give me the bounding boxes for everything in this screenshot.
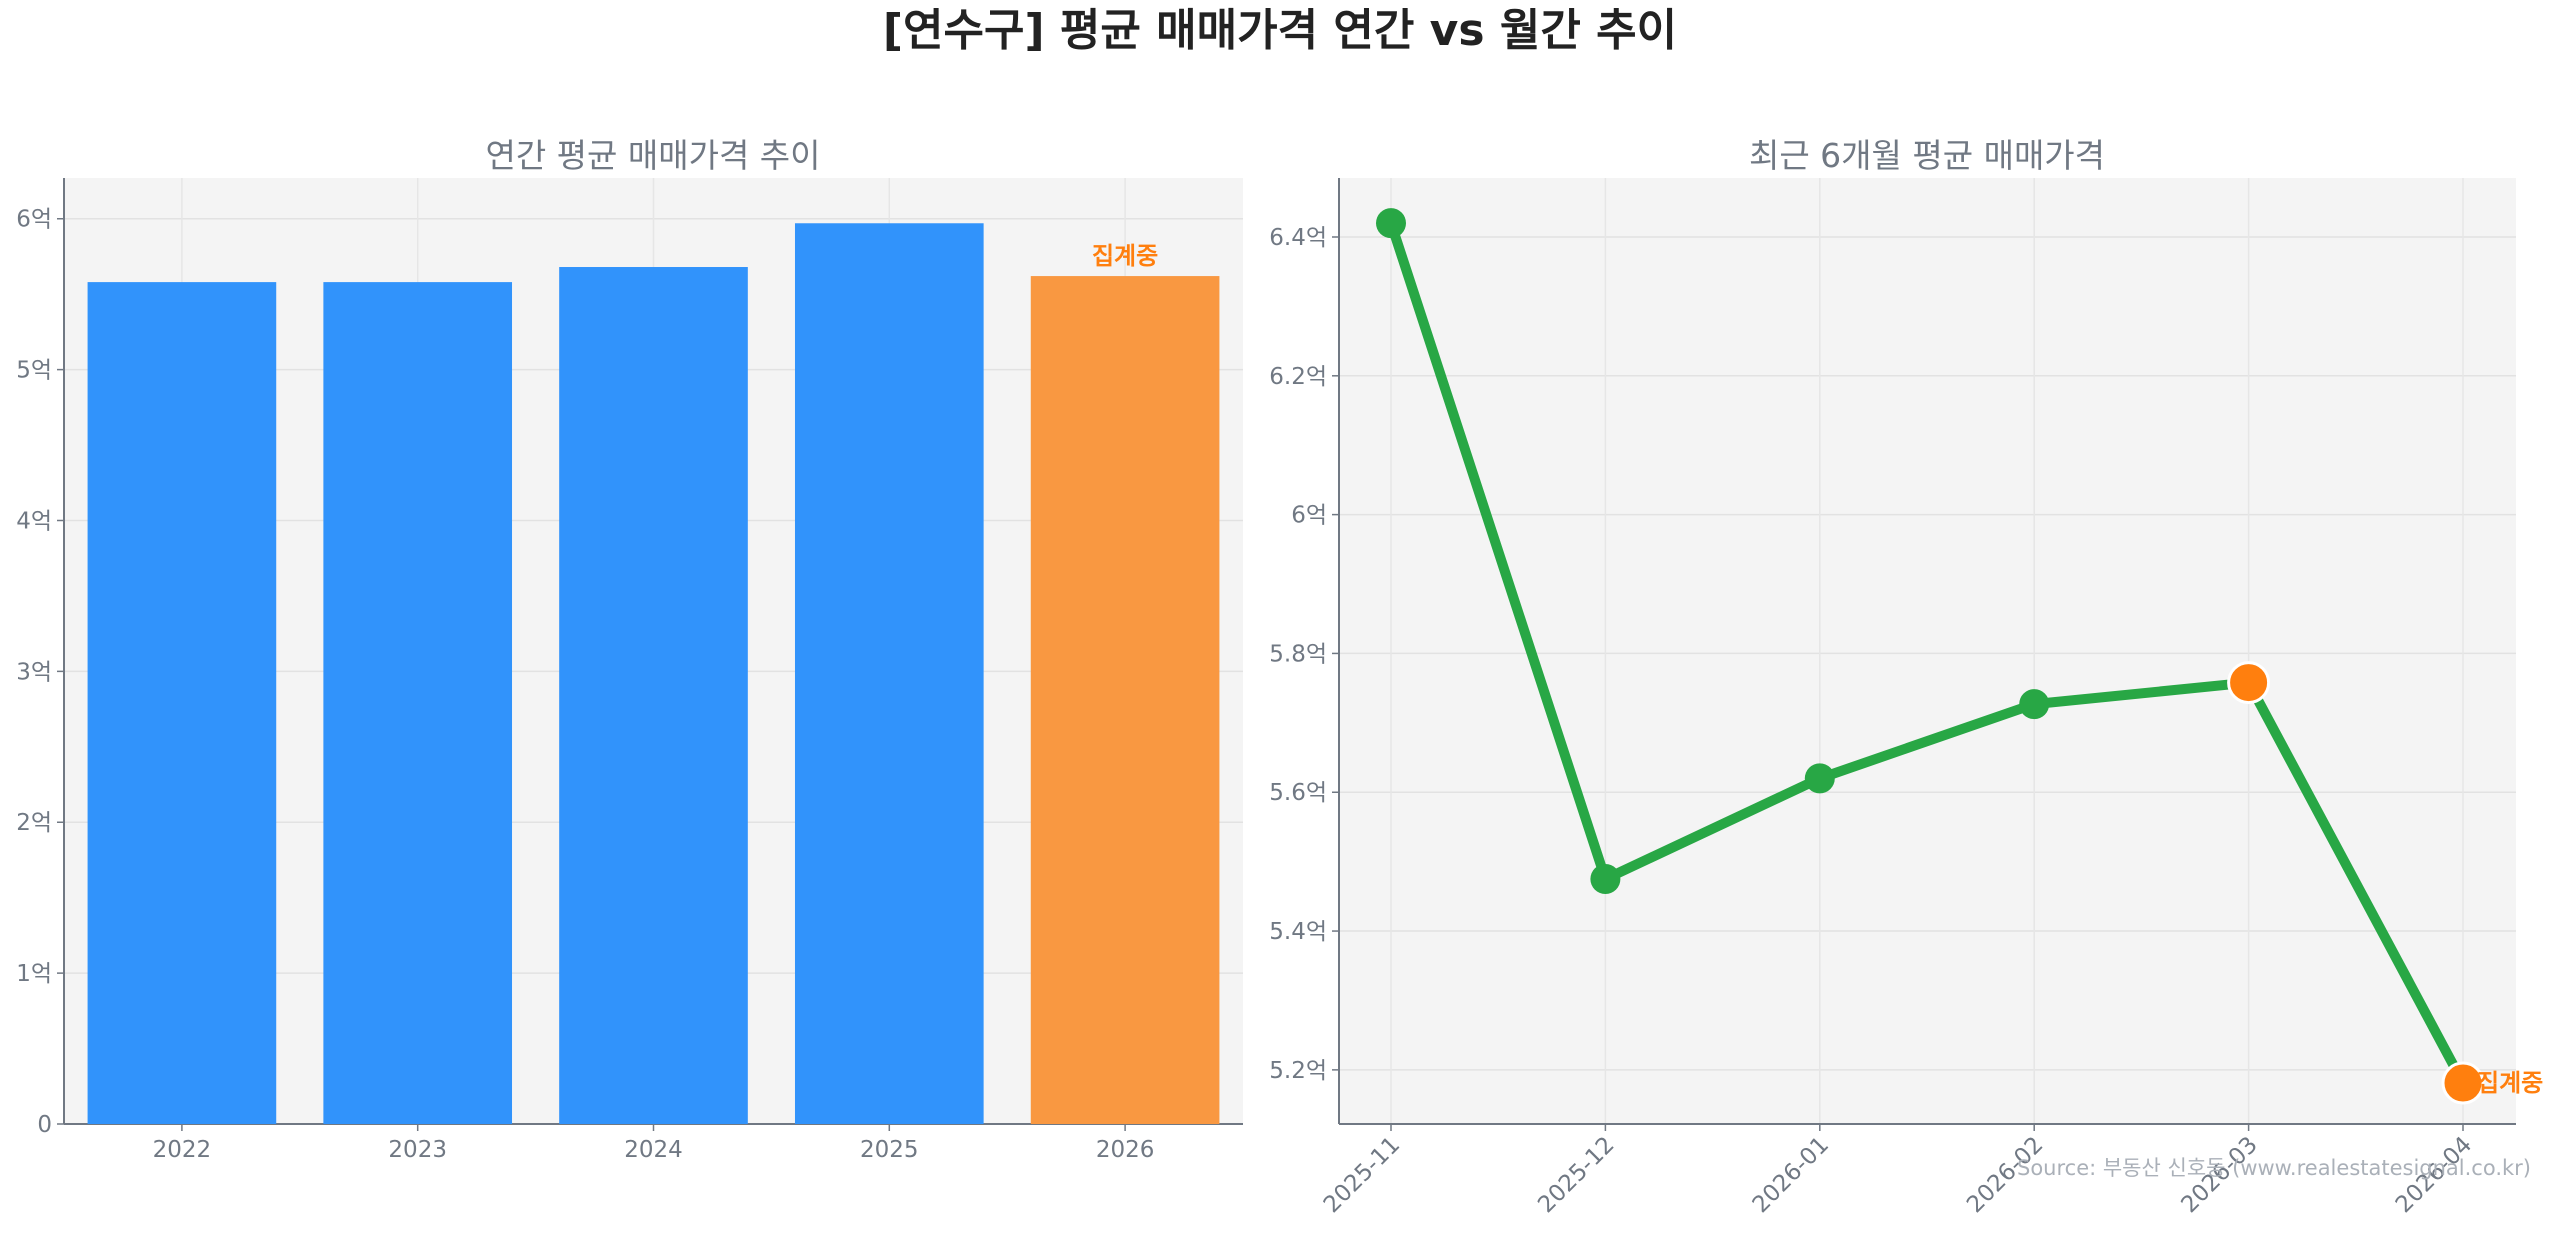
x-tick-label: 2025-11 xyxy=(1319,1132,1405,1218)
source-note: Source: 부동산 신호등 (www.realestatesignal.co… xyxy=(2017,1156,2531,1180)
y-tick-label: 5억 xyxy=(16,358,52,384)
bar-chart: 0 1억 2억 3억 4억 5억 6억 2022 2023 2024 2025 2026 집계중 xyxy=(16,178,1243,1163)
x-tick-label: 2024 xyxy=(624,1137,683,1163)
line-chart-title: 최근 6개월 평균 매매가격 xyxy=(1749,136,2105,175)
y-tick-label: 0 xyxy=(37,1112,52,1138)
y-tick-label: 6.4억 xyxy=(1269,225,1327,251)
data-point-2026-04 xyxy=(2441,1061,2485,1105)
bar-2022 xyxy=(87,282,277,1125)
y-tick-label: 5.2억 xyxy=(1269,1058,1327,1084)
bar-2025 xyxy=(794,223,984,1124)
y-tick-label: 3억 xyxy=(16,659,52,685)
x-tick-label: 2022 xyxy=(153,1137,212,1163)
pending-label: 집계중 xyxy=(1092,242,1158,270)
y-tick-label: 4억 xyxy=(16,508,52,534)
bar-2024 xyxy=(559,267,748,1124)
x-tick-label: 2023 xyxy=(388,1137,447,1163)
x-tick-label: 2025 xyxy=(860,1137,919,1163)
plot-area xyxy=(1339,178,2516,1124)
y-tick-label: 2억 xyxy=(16,810,52,836)
figure-title: [연수구] 평균 매매가격 연간 vs 월간 추이 xyxy=(883,5,1677,56)
pending-label: 집계중 xyxy=(2477,1069,2543,1097)
y-tick-label: 5.8억 xyxy=(1269,641,1327,667)
data-point-2026-01 xyxy=(1804,763,1835,794)
line-chart: 5.2억 5.4억 5.6억 5.8억 6억 6.2억 6.4억 2025-11 2025-12… xyxy=(1269,178,2543,1218)
x-tick-label: 2025-12 xyxy=(1533,1132,1619,1218)
bar-2023 xyxy=(323,282,513,1125)
data-point-2025-12 xyxy=(1590,863,1621,894)
x-tick-label: 2026-01 xyxy=(1748,1132,1834,1218)
bar-chart-title: 연간 평균 매매가격 추이 xyxy=(485,136,820,175)
series-line xyxy=(1386,221,2468,1086)
y-tick-label: 1억 xyxy=(16,961,52,987)
y-tick-label: 6.2억 xyxy=(1269,364,1327,390)
y-tick-label: 5.6억 xyxy=(1269,780,1327,806)
y-tick-label: 6억 xyxy=(1291,503,1327,529)
bar-2026 xyxy=(1030,276,1220,1124)
y-tick-label: 6억 xyxy=(16,207,52,233)
data-point-2026-02 xyxy=(2019,689,2050,720)
x-tick-label: 2026 xyxy=(1096,1137,1155,1163)
data-point-2025-11 xyxy=(1376,208,1406,239)
y-tick-label: 5.4억 xyxy=(1269,919,1327,945)
data-point-2026-03 xyxy=(2227,661,2271,705)
